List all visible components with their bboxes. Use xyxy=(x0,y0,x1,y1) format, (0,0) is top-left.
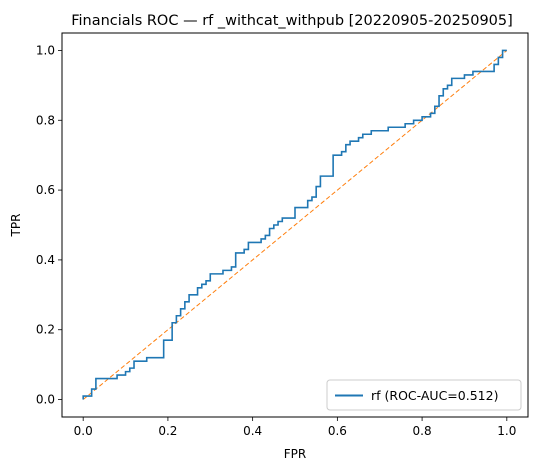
axis-ticks: 0.0 0.2 0.4 0.6 0.8 1.0 0.0 0.2 0.4 0.6 0.8 1.0 xyxy=(36,43,516,438)
legend-box xyxy=(326,379,522,411)
x-tick-label: 0.6 xyxy=(328,424,347,438)
legend-label-rf: rf (ROC-AUC=0.512) xyxy=(371,388,498,403)
y-tick-label: 1.0 xyxy=(36,43,55,57)
legend: rf (ROC-AUC=0.512) xyxy=(326,379,522,411)
x-tick-label: 0.2 xyxy=(158,424,177,438)
y-tick-label: 0.0 xyxy=(36,393,55,407)
x-tick-label: 0.8 xyxy=(413,424,432,438)
chance-diagonal-line xyxy=(82,50,508,400)
x-tick-label: 0.4 xyxy=(243,424,262,438)
y-tick-label: 0.8 xyxy=(36,113,55,127)
axes-frame xyxy=(61,32,529,418)
plot-area xyxy=(82,49,508,400)
x-tick-label: 1.0 xyxy=(497,424,516,438)
x-axis-label: FPR xyxy=(284,447,306,461)
y-tick-label: 0.6 xyxy=(36,183,55,197)
x-tick-label: 0.0 xyxy=(74,424,93,438)
roc-curve-rf xyxy=(82,49,507,400)
y-tick-label: 0.2 xyxy=(36,323,55,337)
y-axis-label: TPR xyxy=(9,214,23,238)
y-tick-label: 0.4 xyxy=(36,253,55,267)
chart-title: Financials ROC — rf _withcat_withpub [20… xyxy=(71,13,513,29)
